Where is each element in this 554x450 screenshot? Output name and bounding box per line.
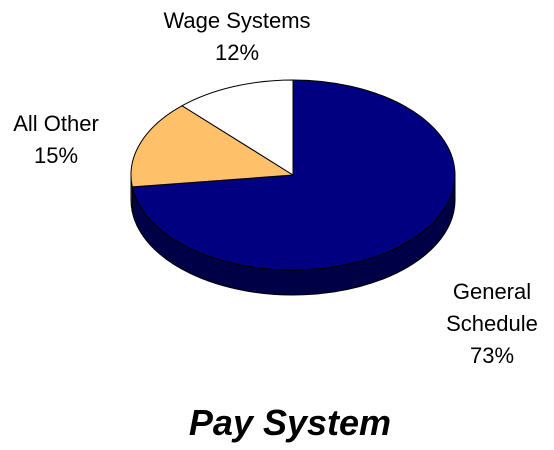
slice xyxy=(181,79,294,176)
value-label: 12% xyxy=(214,40,260,65)
category-label: Wage Systems xyxy=(163,8,311,33)
chart-title: Pay System xyxy=(188,402,392,443)
category-label: General Schedule xyxy=(446,279,538,336)
slice xyxy=(130,105,295,188)
value-label: 15% xyxy=(33,143,79,168)
category-label: All Other xyxy=(13,111,99,136)
slice-label: All Other 15% xyxy=(0,108,112,172)
value-label: 73% xyxy=(469,343,515,368)
slice-label: Wage Systems 12% xyxy=(107,5,367,69)
slice-label: General Schedule 73% xyxy=(432,276,552,372)
